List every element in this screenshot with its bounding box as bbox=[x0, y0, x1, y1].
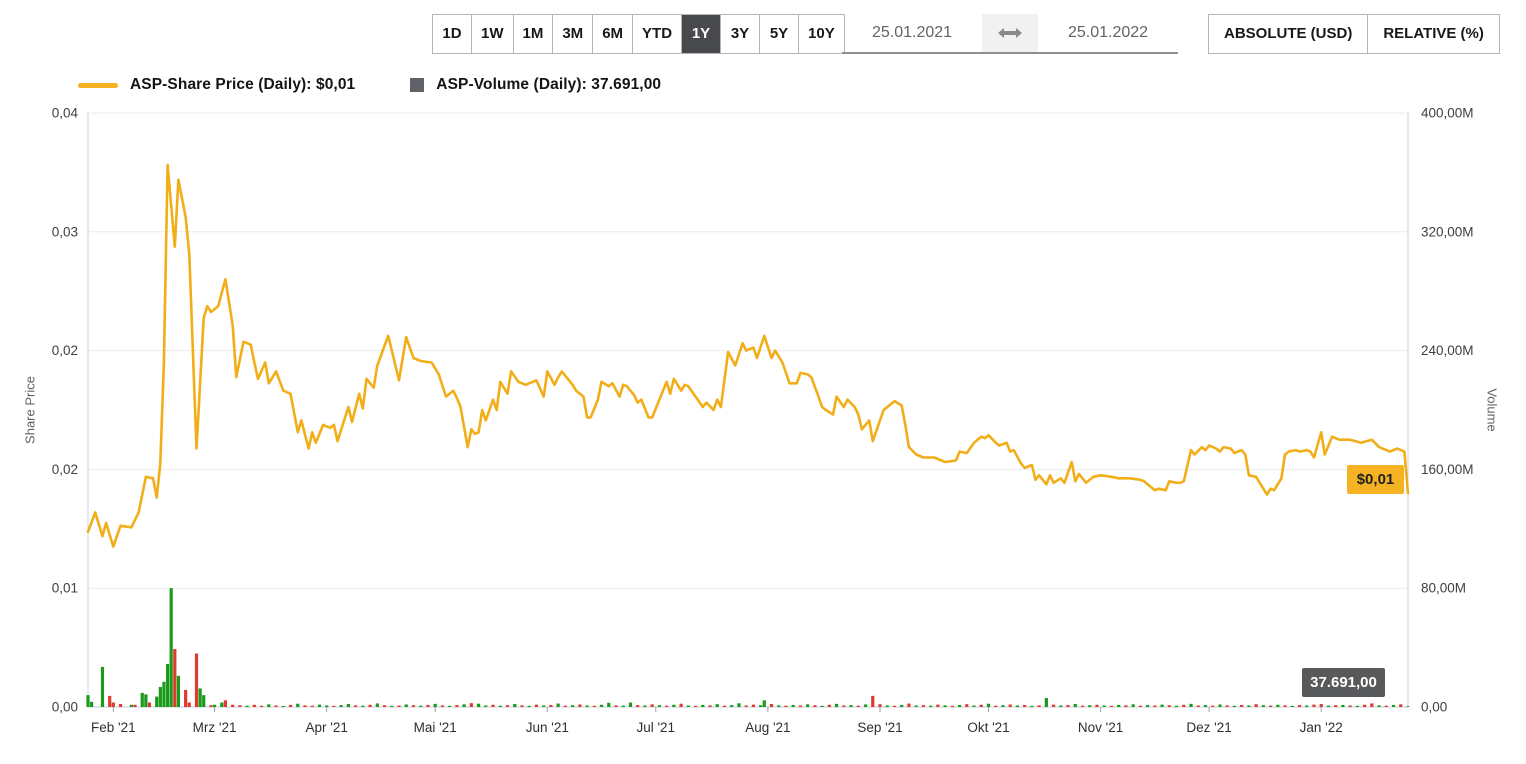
display-mode-button-group: ABSOLUTE (USD) RELATIVE (%) bbox=[1208, 14, 1500, 54]
mode-button-relative-%-[interactable]: RELATIVE (%) bbox=[1368, 15, 1499, 53]
range-button-1m[interactable]: 1M bbox=[513, 15, 554, 53]
svg-text:0,00: 0,00 bbox=[1421, 700, 1447, 715]
range-button-5y[interactable]: 5Y bbox=[760, 15, 800, 53]
svg-text:Jan '22: Jan '22 bbox=[1300, 720, 1343, 735]
legend-item-share-price: ASP-Share Price (Daily): $0,01 bbox=[78, 76, 355, 94]
svg-text:Okt '21: Okt '21 bbox=[967, 720, 1009, 735]
legend-item-volume: ASP-Volume (Daily): 37.691,00 bbox=[410, 76, 661, 94]
svg-text:0,01: 0,01 bbox=[52, 581, 78, 596]
mode-button-absolute-usd-[interactable]: ABSOLUTE (USD) bbox=[1209, 15, 1369, 53]
svg-text:Feb '21: Feb '21 bbox=[91, 720, 136, 735]
svg-text:0,02: 0,02 bbox=[52, 462, 78, 477]
range-button-3m[interactable]: 3M bbox=[553, 15, 594, 53]
last-price-tag: $0,01 bbox=[1347, 465, 1404, 494]
volume-axis-title: Volume bbox=[1484, 388, 1500, 432]
svg-text:Aug '21: Aug '21 bbox=[745, 720, 790, 735]
swap-dates-button[interactable] bbox=[982, 14, 1038, 52]
svg-text:Mai '21: Mai '21 bbox=[414, 720, 457, 735]
last-volume-tag: 37.691,00 bbox=[1302, 668, 1385, 697]
svg-text:0,03: 0,03 bbox=[52, 224, 78, 239]
range-button-3y[interactable]: 3Y bbox=[721, 15, 761, 53]
svg-text:160,00M: 160,00M bbox=[1421, 462, 1474, 477]
svg-text:Jun '21: Jun '21 bbox=[526, 720, 569, 735]
volume-bars bbox=[86, 588, 1410, 707]
svg-text:Mrz '21: Mrz '21 bbox=[193, 720, 237, 735]
range-button-ytd[interactable]: YTD bbox=[633, 15, 683, 53]
svg-text:Nov '21: Nov '21 bbox=[1078, 720, 1123, 735]
gridlines bbox=[87, 112, 1409, 708]
x-axis-month-labels: Feb '21 Mrz '21 Apr '21 Mai '21 Jun '21 Jul '… bbox=[91, 707, 1343, 735]
left-right-arrow-icon bbox=[998, 28, 1022, 38]
range-button-1d[interactable]: 1D bbox=[433, 15, 472, 53]
svg-text:80,00M: 80,00M bbox=[1421, 581, 1466, 596]
price-legend-label: ASP-Share Price (Daily): $0,01 bbox=[130, 76, 356, 93]
svg-text:Jul '21: Jul '21 bbox=[636, 720, 675, 735]
svg-text:Dez '21: Dez '21 bbox=[1186, 720, 1231, 735]
svg-text:0,00: 0,00 bbox=[52, 700, 78, 715]
svg-text:Apr '21: Apr '21 bbox=[306, 720, 348, 735]
range-button-10y[interactable]: 10Y bbox=[799, 15, 844, 53]
volume-legend-label: ASP-Volume (Daily): 37.691,00 bbox=[436, 76, 662, 93]
chart-legend: ASP-Share Price (Daily): $0,01 ASP-Volum… bbox=[78, 72, 661, 98]
range-button-1y[interactable]: 1Y bbox=[682, 15, 722, 53]
svg-text:0,04: 0,04 bbox=[52, 106, 79, 121]
svg-text:Sep '21: Sep '21 bbox=[857, 720, 902, 735]
time-range-button-group: 1D 1W 1M 3M 6M YTD 1Y 3Y 5Y 10Y bbox=[432, 14, 845, 54]
price-line bbox=[86, 163, 1410, 548]
date-to-field[interactable]: 25.01.2022 bbox=[1067, 24, 1149, 41]
volume-axis-tick-labels: 400,00M 320,00M 240,00M 160,00M 80,00M 0,00 bbox=[1421, 106, 1474, 715]
svg-text:0,02: 0,02 bbox=[52, 343, 78, 358]
svg-text:400,00M: 400,00M bbox=[1421, 106, 1474, 121]
range-button-1w[interactable]: 1W bbox=[472, 15, 514, 53]
svg-text:320,00M: 320,00M bbox=[1421, 224, 1474, 239]
date-range-picker: 25.01.2021 25.01.2022 bbox=[842, 14, 1178, 54]
svg-text:240,00M: 240,00M bbox=[1421, 343, 1474, 358]
price-axis-tick-labels: 0,04 0,03 0,02 0,02 0,01 0,00 bbox=[52, 106, 79, 715]
price-line-swatch bbox=[78, 82, 118, 88]
range-button-6m[interactable]: 6M bbox=[593, 15, 634, 53]
share-price-axis-title: Share Price bbox=[22, 376, 38, 444]
volume-square-swatch bbox=[410, 78, 425, 92]
date-from-field[interactable]: 25.01.2021 bbox=[871, 24, 953, 41]
